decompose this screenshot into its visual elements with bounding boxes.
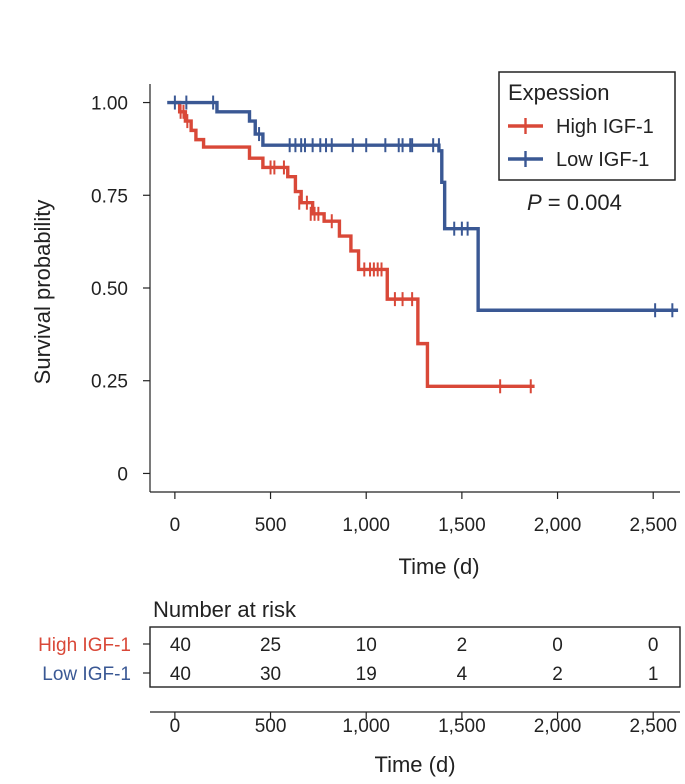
p-value-annotation: P = 0.004	[527, 190, 622, 215]
risk-row-label-high-igf1: High IGF-1	[38, 635, 131, 656]
risk-count-low-igf1: 2	[552, 664, 563, 685]
x-axis-title: Time (d)	[398, 554, 479, 579]
risk-count-high-igf1: 25	[260, 635, 281, 656]
x-tick-label: 1,000	[342, 515, 390, 536]
risk-count-low-igf1: 30	[260, 664, 281, 685]
legend-title: Expession	[508, 80, 610, 105]
risk-table-title: Number at risk	[153, 597, 297, 622]
risk-count-high-igf1: 10	[356, 635, 377, 656]
p-value-text: = 0.004	[542, 190, 622, 215]
x-tick-label: 2,000	[534, 515, 582, 536]
p-value-symbol: P	[527, 190, 542, 215]
risk-x-axis-title: Time (d)	[374, 752, 455, 777]
y-tick-label: 0.75	[91, 186, 128, 207]
risk-table-frame	[149, 626, 681, 688]
y-tick-label: 0.25	[91, 372, 128, 393]
risk-count-low-igf1: 4	[457, 664, 468, 685]
risk-count-high-igf1: 2	[457, 635, 468, 656]
y-tick-label: 1.00	[91, 94, 128, 115]
plot-axes: 0 0.25 0.50 0.75 1.00 0 500 1,000 1,500 2,000 2,50…	[30, 84, 680, 579]
risk-count-low-igf1: 1	[648, 664, 659, 685]
y-tick-label: 0.50	[91, 279, 128, 300]
risk-x-tick-label: 1,000	[342, 716, 390, 737]
survival-line-low-igf1	[167, 100, 679, 312]
legend-label-high-igf1: High IGF-1	[556, 116, 654, 138]
x-tick-label: 1,500	[438, 515, 486, 536]
x-tick-label: 2,500	[629, 515, 677, 536]
y-axis-title: Survival probability	[30, 200, 55, 385]
risk-count-low-igf1: 19	[356, 664, 377, 685]
risk-count-high-igf1: 0	[552, 635, 563, 656]
risk-x-tick-label: 2,000	[534, 716, 582, 737]
risk-count-low-igf1: 40	[170, 664, 191, 685]
x-tick-label: 0	[170, 515, 181, 536]
risk-x-tick-label: 2,500	[629, 716, 677, 737]
legend: Expession High IGF-1 Low IGF-1 P = 0.004	[498, 71, 676, 215]
risk-x-tick-label: 1,500	[438, 716, 486, 737]
risk-x-tick-label: 0	[170, 716, 181, 737]
x-tick-label: 500	[255, 515, 287, 536]
risk-count-high-igf1: 0	[648, 635, 659, 656]
risk-count-high-igf1: 40	[170, 635, 191, 656]
legend-label-low-igf1: Low IGF-1	[556, 149, 649, 171]
y-tick-label: 0	[117, 464, 128, 485]
risk-x-tick-label: 500	[255, 716, 287, 737]
plot-series	[167, 95, 679, 394]
risk-row-label-low-igf1: Low IGF-1	[42, 664, 131, 685]
